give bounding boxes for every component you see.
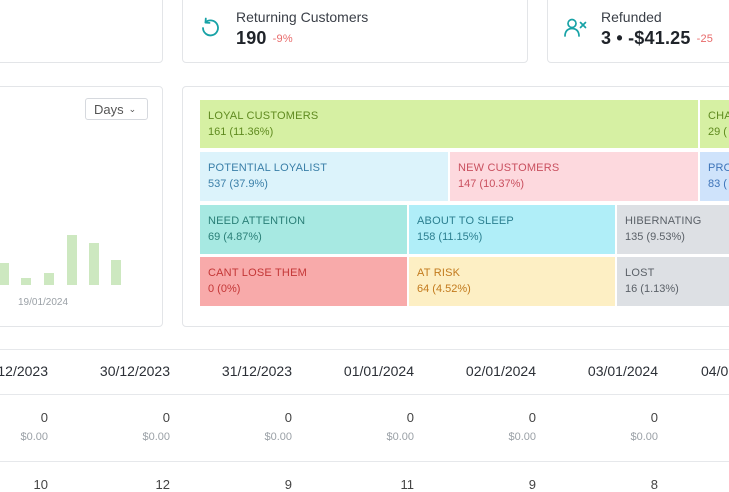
bar-chart: 19/01/2024: [0, 235, 121, 308]
chart-bar[interactable]: [89, 243, 99, 285]
table-cell-count: 0: [528, 410, 536, 425]
rfm-segment-cant-lose-them[interactable]: CANT LOSE THEM 0 (0%): [200, 257, 407, 306]
rfm-segment-need-attention[interactable]: NEED ATTENTION 69 (4.87%): [200, 205, 407, 254]
table-cell-orders: 9: [528, 477, 536, 492]
kpi-value: 3 • -$41.25: [601, 28, 691, 48]
table-column-header: 02/01/2024: [465, 363, 536, 379]
table-column-header: 12/2023: [0, 363, 48, 379]
rfm-segment-value: 135 (9.53%): [625, 231, 685, 243]
rfm-segment-value: 29 (: [708, 126, 727, 138]
table-cell-count: 0: [40, 410, 48, 425]
rfm-segment-name: POTENTIAL LOYALIST: [208, 162, 328, 174]
kpi-title: Returning Customers: [236, 9, 369, 25]
chart-bar[interactable]: [67, 235, 77, 285]
table-column-header: 01/01/2024: [343, 363, 414, 379]
user-remove-icon: [562, 15, 588, 41]
rfm-segment-name: HIBERNATING: [625, 215, 702, 227]
rfm-segment-value: 537 (37.9%): [208, 178, 268, 190]
table-cell-orders: 9: [284, 477, 292, 492]
table-cell-amount: $0.00: [264, 431, 292, 443]
kpi-card-returning-customers: Returning Customers 190 -9%: [182, 0, 528, 63]
kpi-change-badge: -25: [696, 33, 714, 45]
table-row-divider: [0, 394, 729, 395]
table-cell-amount: $0.00: [142, 431, 170, 443]
table-row-divider: [0, 461, 729, 462]
chart-bar[interactable]: [21, 278, 31, 285]
table-cell-count: 0: [650, 410, 658, 425]
rfm-segment-value: 147 (10.37%): [458, 178, 525, 190]
table-cell-count: 0: [406, 410, 414, 425]
rfm-segment-value: 0 (0%): [208, 283, 241, 295]
rfm-segment-name: PRO: [708, 162, 729, 174]
period-select-value: Days: [94, 101, 124, 117]
kpi-value: 190: [236, 28, 267, 48]
rfm-segment-value: 158 (11.15%): [417, 231, 483, 243]
kpi-card-previous: [0, 0, 163, 63]
rfm-segment-new-customers[interactable]: NEW CUSTOMERS 147 (10.37%): [450, 152, 698, 201]
table-column-header: 04/0: [701, 363, 729, 379]
rfm-segment-name: ABOUT TO SLEEP: [417, 215, 514, 227]
chevron-down-icon: ⌄: [128, 103, 137, 114]
rfm-segment-at-risk[interactable]: AT RISK 64 (4.52%): [409, 257, 615, 306]
chart-bar[interactable]: [44, 273, 54, 285]
rfm-segment-name: CHA: [708, 110, 729, 122]
rfm-segment-potential-loyalist[interactable]: POTENTIAL LOYALIST 537 (37.9%): [200, 152, 448, 201]
table-cell-count: 0: [162, 410, 170, 425]
table-cell-amount: $0.00: [630, 431, 658, 443]
rfm-segment-value: 69 (4.87%): [208, 231, 262, 243]
kpi-card-refunded: Refunded 3 • -$41.25 -25: [547, 0, 729, 63]
table-column-header: 31/12/2023: [221, 363, 292, 379]
kpi-value-row: 3 • -$41.25 -25: [601, 28, 713, 49]
table-cell-count: 0: [284, 410, 292, 425]
rfm-segment-name: NEW CUSTOMERS: [458, 162, 560, 174]
rfm-segment-name: AT RISK: [417, 267, 461, 279]
table-cell-amount: $0.00: [508, 431, 536, 443]
rfm-segment-value: 83 (: [708, 178, 727, 190]
period-select[interactable]: Days ⌄: [85, 98, 148, 120]
kpi-change-badge: -9%: [272, 33, 293, 45]
rfm-segment-value: 64 (4.52%): [417, 283, 471, 295]
refresh-icon: [197, 15, 223, 41]
table-cell-amount: $0.00: [386, 431, 414, 443]
table-cell-amount: $0.00: [20, 431, 48, 443]
rfm-segment-cha[interactable]: CHA 29 (: [700, 100, 729, 148]
table-cell-orders: 11: [400, 477, 415, 492]
table-column-header: 03/01/2024: [587, 363, 658, 379]
rfm-segment-lost[interactable]: LOST 16 (1.13%): [617, 257, 729, 306]
kpi-title: Refunded: [601, 9, 662, 25]
table-row-divider: [0, 349, 729, 350]
rfm-segment-name: LOYAL CUSTOMERS: [208, 110, 319, 122]
table-column-header: 30/12/2023: [99, 363, 170, 379]
orders-chart-card: 19/01/2024 Days ⌄: [0, 86, 163, 327]
chart-bar[interactable]: [111, 260, 121, 285]
table-cell-orders: 8: [650, 477, 658, 492]
chart-bar[interactable]: [0, 263, 9, 285]
table-cell-orders: 10: [33, 477, 48, 492]
table-cell-orders: 12: [155, 477, 170, 492]
x-axis-tick-label: 19/01/2024: [18, 297, 68, 308]
rfm-segment-name: LOST: [625, 267, 655, 279]
rfm-segment-about-to-sleep[interactable]: ABOUT TO SLEEP 158 (11.15%): [409, 205, 615, 254]
rfm-segment-name: NEED ATTENTION: [208, 215, 306, 227]
rfm-segment-pro[interactable]: PRO 83 (: [700, 152, 729, 201]
kpi-value-row: 190 -9%: [236, 28, 293, 49]
rfm-segment-name: CANT LOSE THEM: [208, 267, 307, 279]
rfm-segment-value: 16 (1.13%): [625, 283, 679, 295]
rfm-segment-hibernating[interactable]: HIBERNATING 135 (9.53%): [617, 205, 729, 254]
rfm-segment-value: 161 (11.36%): [208, 126, 274, 138]
rfm-segment-loyal-customers[interactable]: LOYAL CUSTOMERS 161 (11.36%): [200, 100, 698, 148]
